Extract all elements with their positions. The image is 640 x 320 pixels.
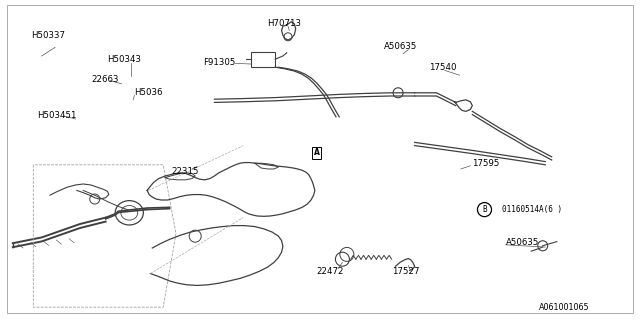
Text: 22315: 22315 [172,167,199,176]
Text: H50343: H50343 [108,55,141,64]
Text: A50635: A50635 [506,238,539,247]
Text: B: B [482,205,487,214]
Text: A50635: A50635 [384,42,417,51]
Text: 17540: 17540 [429,63,456,72]
Text: A061001065: A061001065 [539,303,589,312]
Text: 01160514A(6 ): 01160514A(6 ) [502,205,563,214]
Text: H70713: H70713 [268,20,301,28]
Text: 17595: 17595 [472,159,500,168]
Text: 22472: 22472 [317,267,344,276]
Text: 17527: 17527 [392,267,419,276]
Text: H503451: H503451 [37,111,77,120]
Text: H5036: H5036 [134,88,163,97]
Text: F91305: F91305 [204,58,236,67]
Text: H50337: H50337 [31,31,65,40]
Text: A: A [314,148,319,157]
Text: 22663: 22663 [91,75,118,84]
Bar [251,52,275,67]
